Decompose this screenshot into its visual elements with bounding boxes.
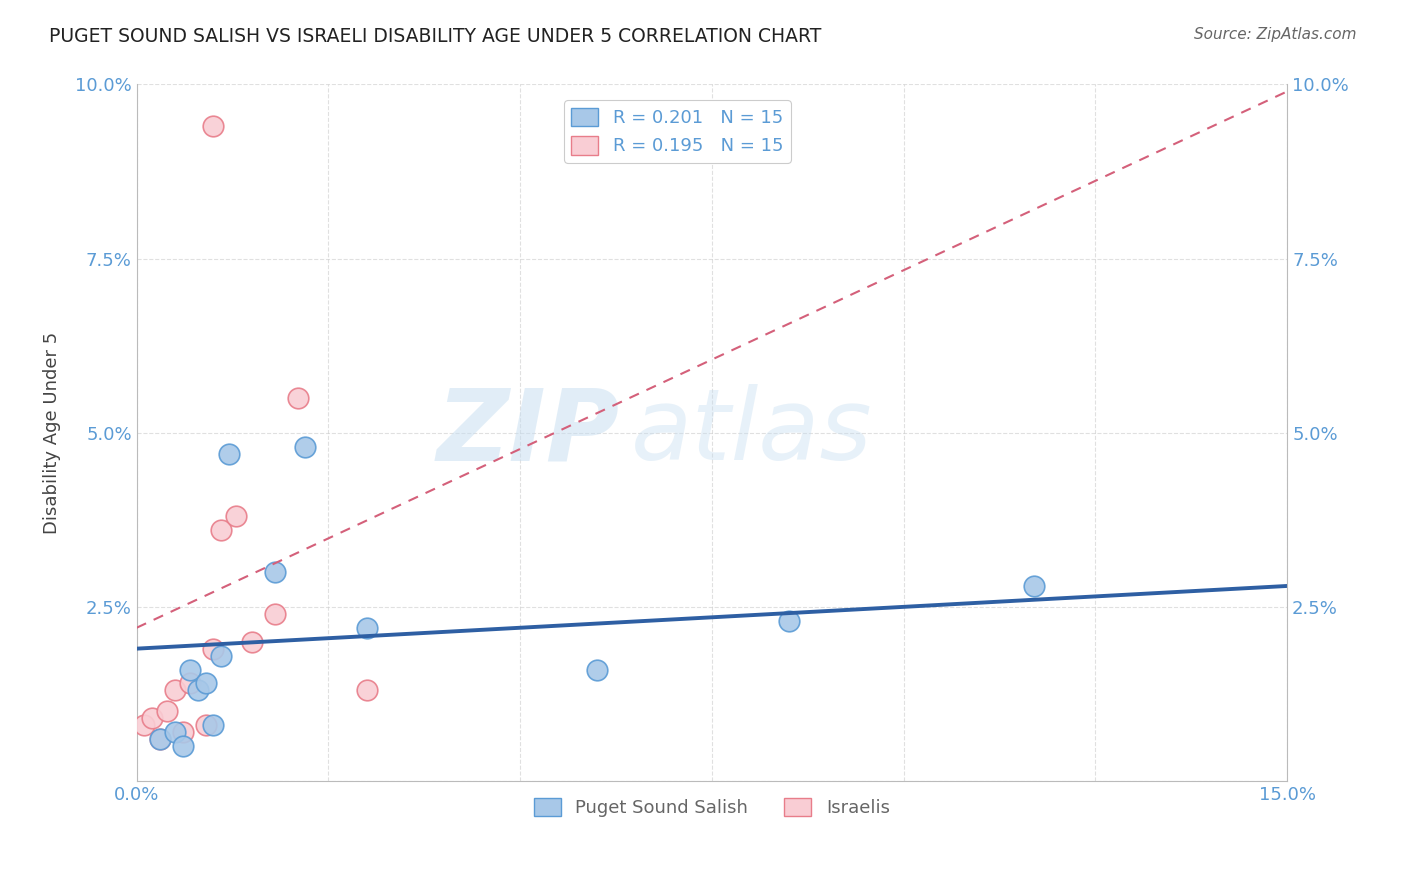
Point xyxy=(194,676,217,690)
Y-axis label: Disability Age Under 5: Disability Age Under 5 xyxy=(44,332,60,533)
Point xyxy=(287,391,309,405)
Point xyxy=(1022,579,1045,593)
Text: ZIP: ZIP xyxy=(437,384,620,481)
Point xyxy=(141,711,163,725)
Point xyxy=(163,725,186,739)
Point xyxy=(134,718,156,732)
Point xyxy=(179,663,201,677)
Point xyxy=(202,718,225,732)
Point xyxy=(187,683,209,698)
Point xyxy=(149,732,172,747)
Legend: Puget Sound Salish, Israelis: Puget Sound Salish, Israelis xyxy=(527,790,897,824)
Text: atlas: atlas xyxy=(631,384,873,481)
Point xyxy=(172,725,194,739)
Point xyxy=(225,509,247,524)
Point xyxy=(209,648,232,663)
Point xyxy=(240,634,263,648)
Point xyxy=(294,440,316,454)
Point xyxy=(163,683,186,698)
Text: Source: ZipAtlas.com: Source: ZipAtlas.com xyxy=(1194,27,1357,42)
Point xyxy=(179,676,201,690)
Point xyxy=(356,683,378,698)
Point xyxy=(194,718,217,732)
Point xyxy=(586,663,609,677)
Point xyxy=(356,621,378,635)
Point xyxy=(202,120,225,134)
Point xyxy=(149,732,172,747)
Point xyxy=(209,523,232,537)
Point xyxy=(202,641,225,656)
Point xyxy=(218,447,240,461)
Point xyxy=(156,704,179,718)
Point xyxy=(263,565,285,579)
Text: PUGET SOUND SALISH VS ISRAELI DISABILITY AGE UNDER 5 CORRELATION CHART: PUGET SOUND SALISH VS ISRAELI DISABILITY… xyxy=(49,27,821,45)
Point xyxy=(778,614,800,628)
Point xyxy=(263,607,285,621)
Point xyxy=(172,739,194,754)
